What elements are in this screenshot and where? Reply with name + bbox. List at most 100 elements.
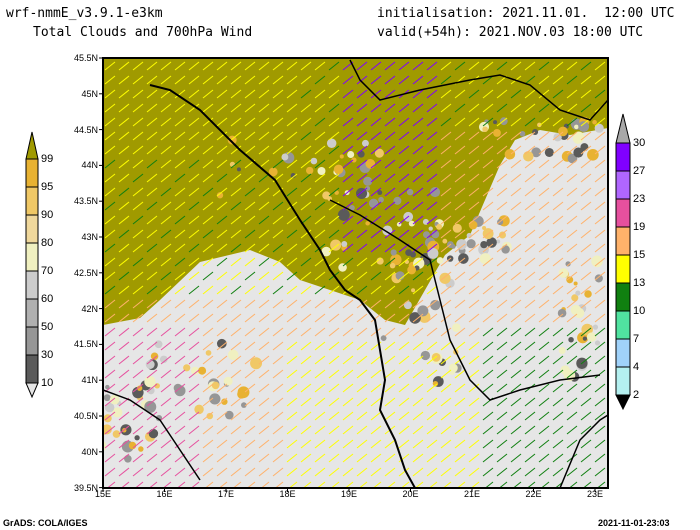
wind-arrow xyxy=(398,369,410,379)
colorbar-label: 90 xyxy=(41,209,54,221)
wind-arrow xyxy=(384,187,396,197)
wind-arrow xyxy=(594,173,606,183)
colorbar-segment xyxy=(25,158,39,188)
wind-arrow xyxy=(188,243,200,253)
cloud-cell xyxy=(403,301,412,310)
colorbar-segment xyxy=(615,254,631,284)
wind-arrow xyxy=(160,103,172,113)
wind-arrow xyxy=(342,159,354,169)
wind-arrow xyxy=(412,131,424,141)
wind-arrow xyxy=(440,383,452,393)
cloud-cell xyxy=(486,237,497,248)
wind-arrow xyxy=(244,313,256,323)
wind-arrow xyxy=(120,481,130,488)
wind-arrow xyxy=(286,453,298,463)
wind-arrow xyxy=(454,383,466,393)
wind-arrow xyxy=(524,229,536,239)
wind-arrow xyxy=(440,131,452,141)
colorbar-label: 2 xyxy=(633,389,640,401)
wind-arrow xyxy=(510,439,522,449)
wind-arrow xyxy=(356,397,368,407)
wind-arrow xyxy=(370,117,382,127)
wind-arrow xyxy=(566,243,578,253)
cloud-cell xyxy=(216,192,224,199)
cloud-cell xyxy=(448,368,456,375)
wind-arrow xyxy=(342,453,354,463)
wind-arrow xyxy=(174,285,186,295)
wind-arrow xyxy=(132,75,144,85)
wind-arrow xyxy=(594,229,606,239)
wind-arrow xyxy=(426,61,438,71)
cloud-cell xyxy=(194,404,204,415)
wind-arrow xyxy=(412,257,424,267)
cloud-cell xyxy=(423,231,430,239)
wind-arrow xyxy=(552,411,564,421)
wind-arrow xyxy=(174,159,186,169)
wind-arrow xyxy=(160,145,172,155)
wind-arrow xyxy=(370,187,382,197)
wind-arrow xyxy=(412,397,424,407)
wind-arrow xyxy=(300,271,312,281)
wind-arrow xyxy=(468,369,480,379)
wind-arrow xyxy=(230,257,242,267)
wind-arrow xyxy=(580,453,592,463)
wind-arrow xyxy=(356,383,368,393)
wind-arrow xyxy=(398,285,410,295)
wind-arrow xyxy=(594,327,606,337)
wind-arrow xyxy=(594,243,606,253)
wind-arrow xyxy=(426,411,438,421)
cloud-cell xyxy=(452,323,461,333)
wind-arrow xyxy=(370,383,382,393)
longitude-label: 21E xyxy=(463,489,481,499)
wind-arrow xyxy=(118,215,130,225)
wind-arrow xyxy=(384,355,396,365)
cloud-cell xyxy=(290,173,296,179)
wind-arrow xyxy=(286,341,298,351)
wind-arrow xyxy=(244,145,256,155)
cloud-cell xyxy=(236,167,241,172)
wind-arrow xyxy=(594,257,606,267)
wind-arrow xyxy=(482,89,494,99)
wind-arrow xyxy=(566,103,578,113)
wind-arrow xyxy=(496,117,508,127)
wind-arrow xyxy=(384,341,396,351)
wind-arrow xyxy=(426,159,438,169)
cloud-cell xyxy=(349,204,355,211)
wind-arrow xyxy=(328,299,340,309)
wind-arrow xyxy=(160,75,172,85)
wind-arrow xyxy=(468,215,480,225)
wind-arrow xyxy=(370,131,382,141)
wind-arrow xyxy=(272,229,284,239)
model-name: wrf-nmmE_v3.9.1-e3km xyxy=(6,6,163,21)
wind-arrow xyxy=(160,411,172,421)
wind-arrow xyxy=(258,271,270,281)
latitude-label: 45N xyxy=(81,88,98,99)
cloud-cell xyxy=(586,332,597,342)
wind-arrow xyxy=(384,243,396,253)
cloud-cell xyxy=(389,262,396,269)
wind-arrow xyxy=(384,467,396,477)
wind-arrow xyxy=(540,481,550,488)
wind-arrow xyxy=(510,327,522,337)
wind-arrow xyxy=(188,117,200,127)
wind-arrow xyxy=(426,173,438,183)
wind-arrow xyxy=(188,299,200,309)
wind-arrow xyxy=(384,285,396,295)
wind-arrow xyxy=(300,257,312,267)
wind-arrow xyxy=(342,201,354,211)
wind-arrow xyxy=(426,201,438,211)
wind-arrow xyxy=(370,257,382,267)
wind-arrow xyxy=(300,397,312,407)
wind-arrow xyxy=(146,271,158,281)
wind-arrow xyxy=(216,439,228,449)
colorbar-segment xyxy=(25,242,39,272)
wind-arrow xyxy=(552,131,564,141)
wind-arrow xyxy=(356,75,368,85)
wind-arrow xyxy=(384,439,396,449)
wind-arrow xyxy=(412,61,424,71)
wind-arrow xyxy=(160,341,172,351)
wind-arrow xyxy=(188,313,200,323)
wind-arrow xyxy=(258,369,270,379)
wind-arrow xyxy=(146,299,158,309)
wind-arrow xyxy=(538,61,550,71)
